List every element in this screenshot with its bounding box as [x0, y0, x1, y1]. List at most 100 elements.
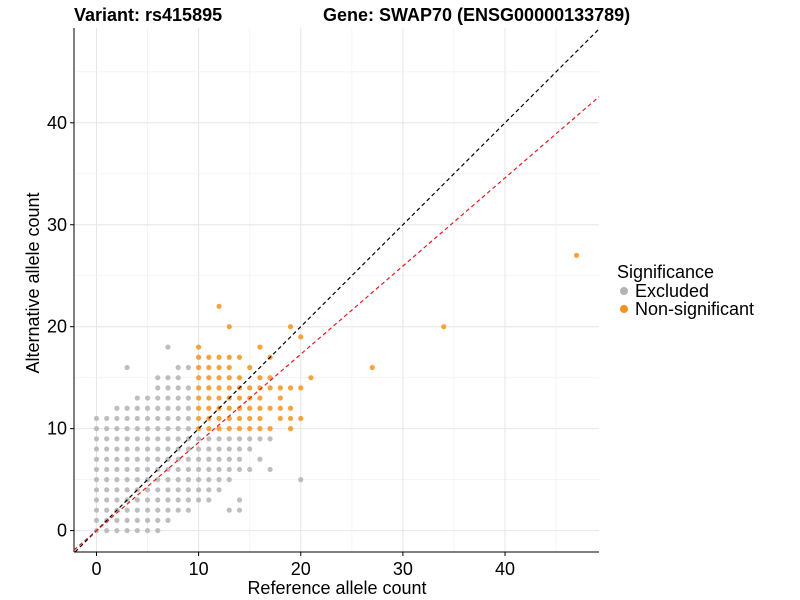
point-excluded	[144, 436, 151, 442]
y-tick-label: 40	[47, 113, 67, 133]
point-excluded	[134, 466, 140, 473]
x-tick-label: 10	[189, 559, 209, 579]
point-excluded	[185, 395, 191, 401]
x-tick-label: 30	[393, 559, 413, 579]
point-non-significant	[236, 415, 243, 422]
point-excluded	[144, 487, 151, 493]
point-non-significant	[257, 426, 263, 432]
point-excluded	[144, 507, 151, 513]
point-excluded	[236, 507, 243, 513]
point-non-significant	[441, 324, 447, 330]
point-excluded	[226, 477, 232, 483]
point-non-significant	[247, 385, 253, 391]
point-non-significant	[196, 405, 202, 411]
point-excluded	[247, 466, 253, 473]
point-non-significant	[226, 375, 232, 381]
point-excluded	[267, 436, 273, 442]
point-excluded	[226, 436, 232, 442]
point-excluded	[93, 426, 100, 432]
point-excluded	[134, 527, 140, 534]
point-excluded	[114, 517, 120, 523]
point-excluded	[124, 456, 130, 462]
point-excluded	[114, 487, 120, 493]
point-excluded	[165, 395, 171, 401]
legend-dot-non-significant-icon	[620, 305, 628, 313]
point-excluded	[144, 446, 151, 452]
point-excluded	[104, 456, 110, 462]
point-excluded	[155, 426, 161, 432]
point-non-significant	[216, 395, 222, 401]
point-excluded	[155, 527, 161, 534]
point-non-significant	[298, 334, 304, 340]
point-non-significant	[308, 375, 314, 381]
point-non-significant	[247, 405, 253, 411]
point-non-significant	[196, 395, 202, 401]
point-non-significant	[247, 364, 253, 371]
point-excluded	[175, 487, 181, 493]
point-excluded	[134, 517, 140, 523]
point-excluded	[155, 405, 161, 411]
point-non-significant	[206, 354, 212, 360]
point-excluded	[175, 385, 181, 391]
point-excluded	[236, 446, 243, 452]
point-excluded	[93, 446, 100, 452]
point-non-significant	[267, 426, 273, 432]
point-excluded	[124, 507, 130, 513]
point-excluded	[216, 466, 222, 473]
point-excluded	[216, 487, 222, 493]
point-excluded	[185, 385, 191, 391]
point-excluded	[134, 507, 140, 513]
point-excluded	[124, 527, 130, 534]
point-excluded	[104, 446, 110, 452]
point-non-significant	[277, 395, 283, 401]
reference-lines	[73, 28, 600, 553]
point-excluded	[104, 527, 110, 534]
y-tick-label: 10	[47, 419, 67, 439]
point-excluded	[144, 415, 151, 422]
point-excluded	[175, 436, 181, 442]
point-excluded	[185, 507, 191, 513]
point-excluded	[206, 466, 212, 473]
point-non-significant	[287, 324, 294, 330]
point-excluded	[144, 395, 151, 401]
point-excluded	[93, 466, 100, 473]
point-excluded	[175, 395, 181, 401]
point-excluded	[185, 466, 191, 473]
point-excluded	[196, 487, 202, 493]
point-excluded	[144, 527, 151, 534]
point-excluded	[93, 436, 100, 442]
point-excluded	[206, 497, 212, 503]
point-excluded	[216, 456, 222, 462]
point-excluded	[124, 446, 130, 452]
point-non-significant	[287, 405, 294, 411]
point-excluded	[124, 466, 130, 473]
legend-dot-excluded-icon	[620, 287, 628, 295]
gene-title: Gene: SWAP70 (ENSG00000133789)	[323, 5, 631, 25]
point-excluded	[124, 426, 130, 432]
point-excluded	[226, 507, 232, 513]
point-non-significant	[257, 415, 263, 422]
point-non-significant	[216, 303, 222, 309]
point-excluded	[134, 446, 140, 452]
point-excluded	[165, 487, 171, 493]
point-excluded	[185, 477, 191, 483]
point-excluded	[155, 375, 161, 381]
point-excluded	[124, 477, 130, 483]
point-excluded	[114, 527, 120, 534]
point-excluded	[175, 466, 181, 473]
point-excluded	[155, 415, 161, 422]
y-tick-label: 30	[47, 215, 67, 235]
y-tick-label: 20	[47, 317, 67, 337]
point-excluded	[124, 487, 130, 493]
point-excluded	[206, 446, 212, 452]
point-non-significant	[573, 252, 580, 258]
point-non-significant	[216, 385, 222, 391]
point-excluded	[216, 446, 222, 452]
point-non-significant	[247, 415, 253, 422]
point-excluded	[104, 436, 110, 442]
point-excluded	[93, 456, 100, 462]
point-non-significant	[226, 385, 232, 391]
point-excluded	[114, 497, 120, 503]
point-non-significant	[206, 385, 212, 391]
point-excluded	[175, 497, 181, 503]
